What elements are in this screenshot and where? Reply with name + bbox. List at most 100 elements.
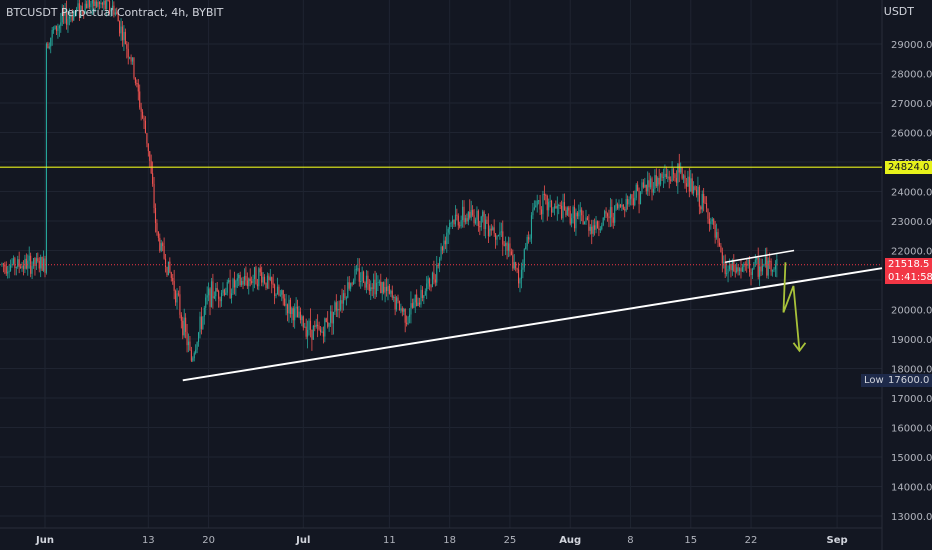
candle-body (312, 325, 314, 340)
candle-body (21, 265, 23, 269)
candle-body (650, 178, 652, 188)
candle-body (157, 231, 159, 238)
candle-body (8, 270, 10, 272)
candle-body (730, 263, 732, 271)
resistance-level-tag: 24824.0 (885, 160, 932, 174)
candle-body (173, 281, 175, 291)
candle-body (678, 163, 680, 173)
candle-body (701, 193, 703, 210)
candle-body (622, 204, 624, 210)
candle-body (433, 272, 435, 280)
candle-body (645, 184, 647, 192)
candle-body (530, 215, 533, 239)
candle-body (5, 266, 7, 274)
candle-body (430, 286, 432, 288)
candle-body (424, 291, 426, 296)
candle-body (467, 211, 469, 222)
candle-body (43, 258, 45, 271)
candle-body (348, 282, 350, 289)
candle-body (647, 180, 649, 192)
candle-body (549, 200, 551, 203)
candle-body (496, 235, 498, 240)
candle-body (446, 232, 448, 245)
candle-body (691, 178, 693, 194)
y-tick-label: 18000.0 (891, 365, 932, 376)
candle-body (28, 255, 30, 261)
candle-body (284, 298, 286, 306)
candle-body (625, 199, 627, 211)
low-label-tag: Low (861, 373, 887, 387)
candle-body (347, 282, 349, 298)
candle-body (736, 267, 738, 272)
candle-body (747, 259, 749, 266)
candle-body (233, 279, 235, 288)
candle-body (25, 258, 27, 269)
candle-body (571, 218, 573, 224)
candle-body (41, 257, 43, 271)
candle-body (378, 281, 380, 283)
candle-body (215, 287, 217, 297)
candle-body (278, 286, 280, 296)
candle-body (687, 176, 689, 187)
candle-body (96, 1, 98, 7)
candle-body (393, 297, 395, 299)
candle-body (450, 222, 452, 224)
candle-body (404, 308, 406, 323)
y-tick-label: 27000.0 (891, 99, 932, 110)
candle-body (162, 243, 164, 247)
candle-body (757, 258, 759, 277)
candle-body (117, 13, 119, 22)
candle-body (4, 264, 6, 267)
candle-body (241, 280, 243, 285)
candle-body (664, 173, 666, 178)
candle-body (298, 311, 300, 318)
candle-body (12, 258, 14, 264)
candle-body (763, 264, 765, 266)
candle-body (760, 266, 762, 272)
candle-body (684, 175, 686, 184)
candle-body (480, 216, 482, 228)
candle-body (523, 249, 525, 268)
candle-countdown-tag: 01:41:58 (885, 271, 932, 285)
y-tick-label: 15000.0 (891, 453, 932, 464)
candle-body (734, 271, 736, 273)
candle-body (627, 199, 629, 205)
candle-body (334, 302, 336, 312)
candle-body (566, 207, 568, 216)
candle-body (632, 198, 634, 206)
candle-body (216, 287, 218, 292)
candle-body (219, 298, 221, 302)
candle-body (124, 31, 126, 45)
candle-body (373, 279, 375, 290)
candle-body (708, 218, 710, 225)
candle-body (674, 174, 676, 179)
candle-body (487, 223, 489, 237)
candle-body (177, 293, 180, 295)
candle-body (212, 281, 214, 299)
candle-body (584, 222, 586, 225)
candle-body (380, 281, 382, 294)
candle-body (167, 261, 169, 276)
candle-body (308, 320, 310, 330)
candle-body (538, 200, 540, 202)
candle-body (516, 268, 518, 270)
candle-body (447, 229, 449, 233)
candle-body (500, 231, 502, 233)
candle-body (495, 233, 497, 240)
candle-body (710, 221, 712, 225)
candle-body (585, 217, 587, 223)
candle-body (78, 3, 80, 17)
candle-body (176, 293, 178, 303)
candle-body (239, 274, 241, 285)
candle-body (418, 302, 421, 305)
candle-body (73, 12, 75, 21)
candle-body (119, 21, 121, 34)
candle-body (464, 218, 467, 223)
candle-body (107, 0, 109, 2)
candle-body (34, 257, 36, 266)
candle-body (542, 194, 544, 215)
candle-body (764, 256, 766, 265)
candle-body (193, 353, 195, 359)
candle-body (110, 9, 112, 12)
